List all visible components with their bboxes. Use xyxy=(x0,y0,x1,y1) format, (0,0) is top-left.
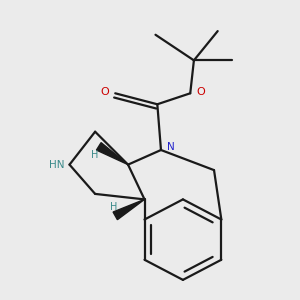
Polygon shape xyxy=(97,142,128,165)
Text: H: H xyxy=(110,202,118,212)
Text: H: H xyxy=(92,151,99,160)
Text: N: N xyxy=(167,142,175,152)
Text: O: O xyxy=(196,87,205,97)
Text: HN: HN xyxy=(49,160,64,170)
Polygon shape xyxy=(113,200,145,220)
Text: O: O xyxy=(100,87,109,97)
